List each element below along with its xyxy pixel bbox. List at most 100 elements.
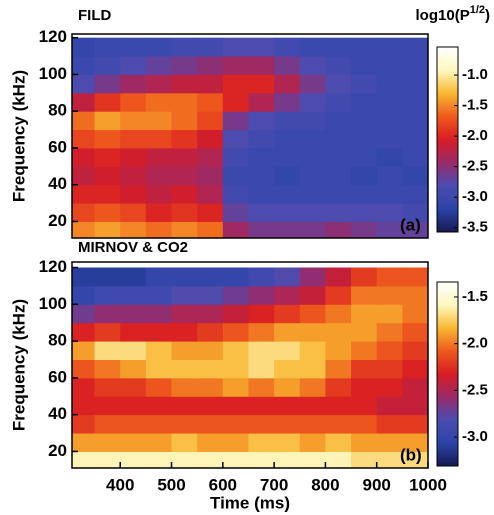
colorbar-label: log10(P1/2) <box>416 4 490 24</box>
colorbar-label-part: 1/2 <box>470 4 485 16</box>
colorbar-tick-label: -2.0 <box>462 335 488 352</box>
cell <box>145 221 173 238</box>
cell <box>222 92 249 112</box>
cell <box>72 129 96 149</box>
cell <box>197 92 224 112</box>
cell <box>222 341 249 360</box>
cell <box>197 451 224 468</box>
colorbar-tick-label: -2.0 <box>462 127 488 144</box>
cell <box>274 414 301 434</box>
cell <box>274 267 301 287</box>
cell <box>72 396 96 416</box>
cell <box>94 56 121 75</box>
x-tick-label: 1000 <box>409 475 447 494</box>
cell <box>94 147 121 167</box>
cell <box>325 111 352 131</box>
cell <box>402 322 428 342</box>
y-tick-label: 20 <box>48 441 67 460</box>
cell <box>402 147 428 167</box>
cell <box>120 304 147 324</box>
cell <box>145 414 173 434</box>
cell <box>274 56 301 75</box>
cell <box>222 414 249 434</box>
colorbar <box>436 46 459 233</box>
cell <box>72 322 96 342</box>
cell <box>197 111 224 131</box>
cell <box>222 359 249 379</box>
cell <box>351 147 378 167</box>
cell <box>120 203 147 222</box>
cell <box>94 267 121 287</box>
cell <box>171 37 198 57</box>
cell <box>197 74 224 94</box>
cell <box>325 359 352 379</box>
cell <box>171 322 198 342</box>
cell <box>325 285 352 305</box>
cell <box>402 92 428 112</box>
cell <box>274 304 301 324</box>
cell <box>120 111 147 131</box>
cell <box>171 129 198 149</box>
cell <box>402 203 428 222</box>
cell <box>120 74 147 94</box>
colorbar-tick-label: -3.0 <box>462 188 488 205</box>
colorbar-tick-label: -3.5 <box>462 219 488 236</box>
cell <box>197 304 224 324</box>
cell <box>145 285 173 305</box>
cell <box>325 203 352 222</box>
panel-title: FILD <box>78 7 111 24</box>
cell <box>376 396 403 416</box>
cell <box>145 377 173 397</box>
cell <box>145 267 173 287</box>
cell <box>299 267 326 287</box>
cell <box>197 166 224 186</box>
cell <box>222 111 249 131</box>
plot-frame <box>71 33 429 239</box>
cell <box>145 451 173 468</box>
cell <box>94 166 121 186</box>
cell <box>274 147 301 167</box>
cell <box>402 221 428 238</box>
cell <box>171 221 198 238</box>
cell <box>248 184 275 204</box>
cell <box>274 359 301 379</box>
cell <box>120 414 147 434</box>
cell <box>72 433 96 452</box>
y-tick-label: 60 <box>48 367 67 386</box>
cell <box>72 111 96 131</box>
cell <box>197 267 224 287</box>
cell <box>299 396 326 416</box>
cell <box>197 341 224 360</box>
cell <box>197 37 224 57</box>
cell <box>72 56 96 75</box>
cell <box>351 359 378 379</box>
cell <box>351 74 378 94</box>
cell <box>325 433 352 452</box>
cell <box>171 184 198 204</box>
cell <box>402 341 428 360</box>
cell <box>299 56 326 75</box>
cell <box>351 92 378 112</box>
cell <box>351 396 378 416</box>
cell <box>248 341 275 360</box>
cell <box>94 451 121 468</box>
cell <box>94 203 121 222</box>
cell <box>351 129 378 149</box>
cell <box>72 451 96 468</box>
cell <box>325 341 352 360</box>
cell <box>402 414 428 434</box>
cell <box>145 147 173 167</box>
cell <box>402 56 428 75</box>
cell <box>376 166 403 186</box>
cell <box>402 377 428 397</box>
x-tick-label: 800 <box>311 475 339 494</box>
cell <box>376 304 403 324</box>
cell <box>402 285 428 305</box>
colorbar <box>436 281 459 467</box>
y-axis-label: Frequency (kHz) <box>9 70 28 202</box>
cell <box>72 377 96 397</box>
cell <box>351 221 378 238</box>
y-tick-label: 120 <box>39 27 67 46</box>
cell <box>222 267 249 287</box>
cell <box>299 322 326 342</box>
